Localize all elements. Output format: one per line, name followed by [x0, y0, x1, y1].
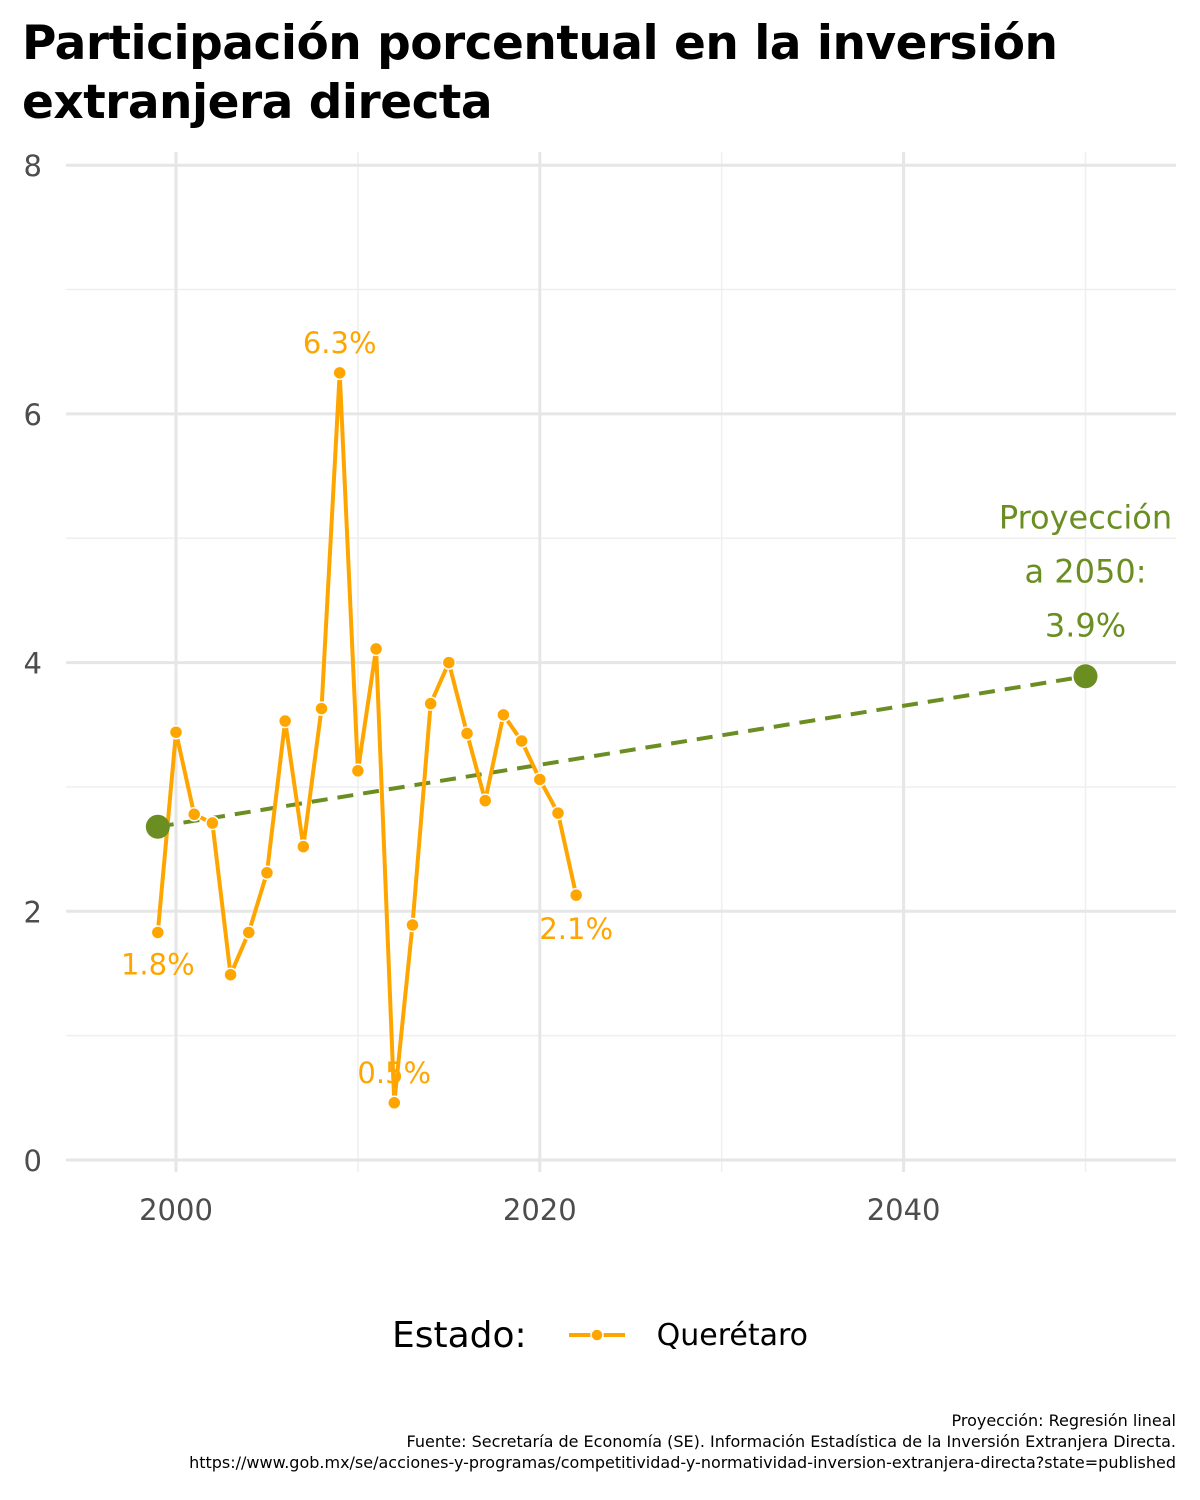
data-point-queretaro: [368, 641, 384, 657]
data-point-queretaro: [205, 815, 220, 831]
source-caption: Proyección: Regresión lineal Fuente: Sec…: [189, 1410, 1176, 1473]
data-point-queretaro: [296, 839, 311, 854]
data-point-queretaro: [496, 707, 511, 723]
legend-key-queretaro: [568, 1328, 625, 1342]
caption-line-source: Fuente: Secretaría de Economía (SE). Inf…: [406, 1432, 1176, 1451]
chart-title: Participación porcentual en la inversión…: [22, 16, 1058, 130]
legend-title: Estado:: [391, 1314, 527, 1356]
data-point-queretaro: [514, 733, 529, 749]
data-point-queretaro: [350, 763, 366, 779]
data-label: 2.1%: [539, 912, 613, 946]
projection-label: Proyección: [999, 498, 1172, 536]
caption-line-url: https://www.gob.mx/se/acciones-y-program…: [189, 1453, 1176, 1472]
y-tick-label: 4: [24, 647, 42, 681]
data-point-queretaro: [568, 887, 584, 903]
line-chart: 0 2 4 6 8 2000 2020 2040 1.8% 6.3% 0.5% 2.1% Proyecc…: [24, 149, 1176, 1227]
legend: Estado: Querétaro: [0, 1305, 1200, 1365]
projection-point: [1073, 664, 1098, 689]
data-point-queretaro: [314, 701, 329, 716]
caption-line-projection: Proyección: Regresión lineal: [951, 1411, 1176, 1430]
data-point-queretaro: [477, 793, 493, 808]
data-label: 0.5%: [357, 1056, 431, 1090]
y-tick-label: 2: [24, 895, 42, 929]
data-point-queretaro: [423, 696, 438, 711]
x-tick-label: 2020: [503, 1193, 577, 1227]
y-tick-label: 8: [24, 149, 42, 183]
projection-line: [157, 674, 1086, 829]
data-point-queretaro: [168, 724, 184, 740]
data-point-queretaro: [259, 865, 275, 881]
data-point-queretaro: [387, 1095, 402, 1111]
data-point-queretaro: [441, 655, 457, 670]
data-label: 6.3%: [303, 326, 377, 360]
projection-label: 3.9%: [1045, 606, 1126, 644]
legend-label-queretaro: Querétaro: [656, 1317, 809, 1353]
data-point-queretaro: [277, 713, 293, 729]
projection-point: [145, 814, 170, 839]
data-label: 1.8%: [121, 947, 195, 981]
data-point-queretaro: [405, 917, 420, 933]
x-tick-label: 2040: [867, 1193, 941, 1227]
y-tick-label: 0: [24, 1144, 42, 1178]
projection-label: a 2050:: [1025, 552, 1147, 590]
data-point-queretaro: [150, 925, 166, 940]
y-tick-label: 6: [24, 398, 42, 432]
series-line-queretaro: [155, 370, 579, 1105]
data-point-queretaro: [459, 726, 475, 741]
data-point-queretaro: [241, 925, 257, 940]
data-point-queretaro: [332, 365, 347, 381]
data-point-queretaro: [550, 805, 566, 821]
x-tick-label: 2000: [139, 1193, 213, 1227]
data-point-queretaro: [532, 772, 548, 787]
data-point-queretaro: [186, 807, 202, 822]
data-point-queretaro: [223, 967, 238, 982]
